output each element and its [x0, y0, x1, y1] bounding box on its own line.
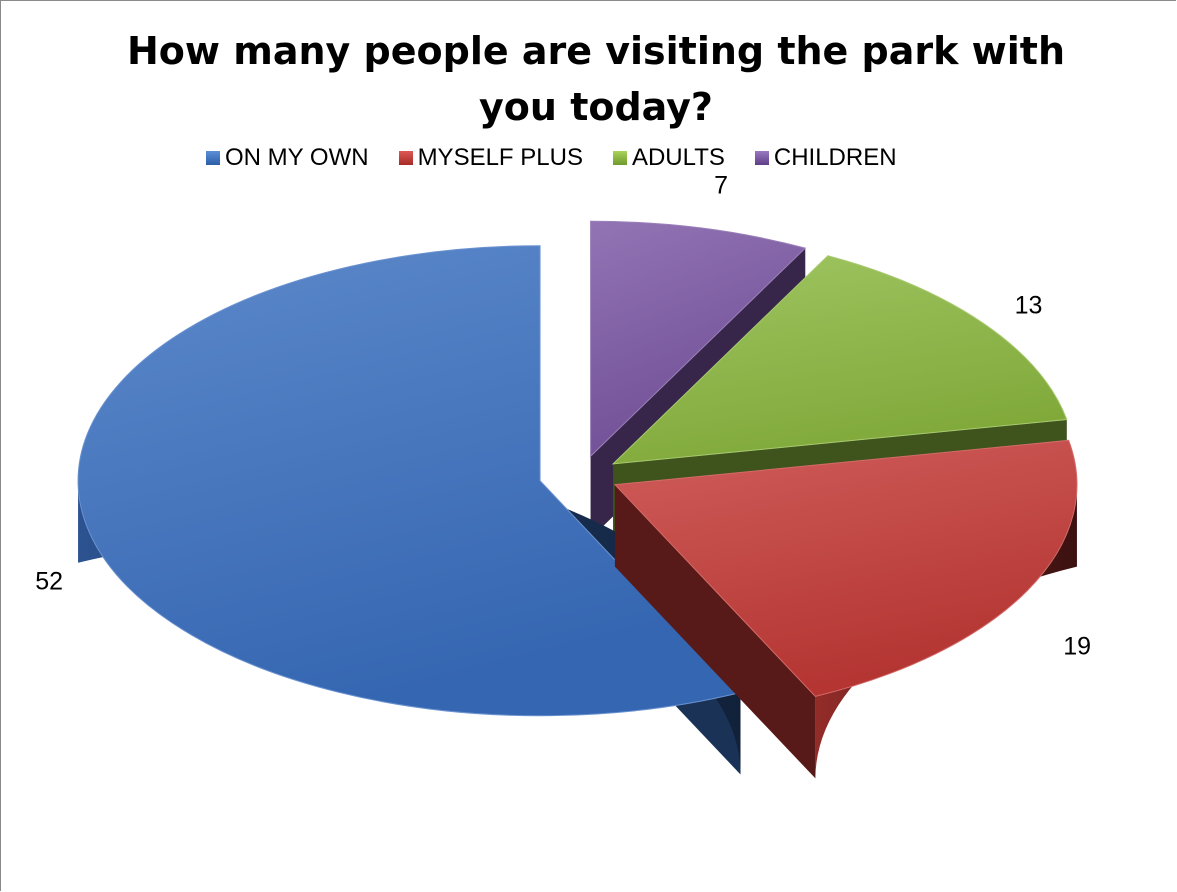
- legend-swatch-children: [754, 151, 769, 165]
- pie-slice-on-my-own: [77, 245, 742, 775]
- data-label-on-my-own: 52: [35, 567, 63, 595]
- legend-item-adults: ADULTS: [612, 144, 725, 172]
- pie-slice-myself-plus: [613, 439, 1078, 779]
- data-label-myself-plus: 19: [1063, 633, 1091, 661]
- pie-slice-top-myself-plus: [613, 439, 1078, 697]
- data-label-adults: 13: [1015, 292, 1043, 320]
- legend-swatch-adults: [612, 151, 627, 165]
- legend-swatch-on-my-own: [206, 151, 220, 165]
- data-label-children: 7: [714, 172, 728, 200]
- legend-label-myself-plus: MYSELF PLUS: [417, 144, 583, 171]
- legend-item-myself-plus: MYSELF PLUS: [398, 144, 583, 172]
- pie-slice-top-children: [590, 220, 807, 458]
- legend-label-children: CHILDREN: [773, 144, 897, 171]
- chart-title: How many people are visiting the park wi…: [127, 29, 1065, 129]
- legend-item-on-my-own: ON MY OWN: [206, 144, 369, 172]
- pie-slice-top-on-my-own: [77, 245, 742, 717]
- legend-swatch-myself-plus: [398, 151, 413, 165]
- legend-label-adults: ADULTS: [631, 144, 725, 171]
- pie-slice-top-adults: [611, 255, 1068, 465]
- legend-item-children: CHILDREN: [754, 144, 897, 172]
- legend: ON MY OWN MYSELF PLUS ADULTS CHILDREN: [206, 143, 897, 173]
- legend-label-on-my-own: ON MY OWN: [225, 144, 369, 171]
